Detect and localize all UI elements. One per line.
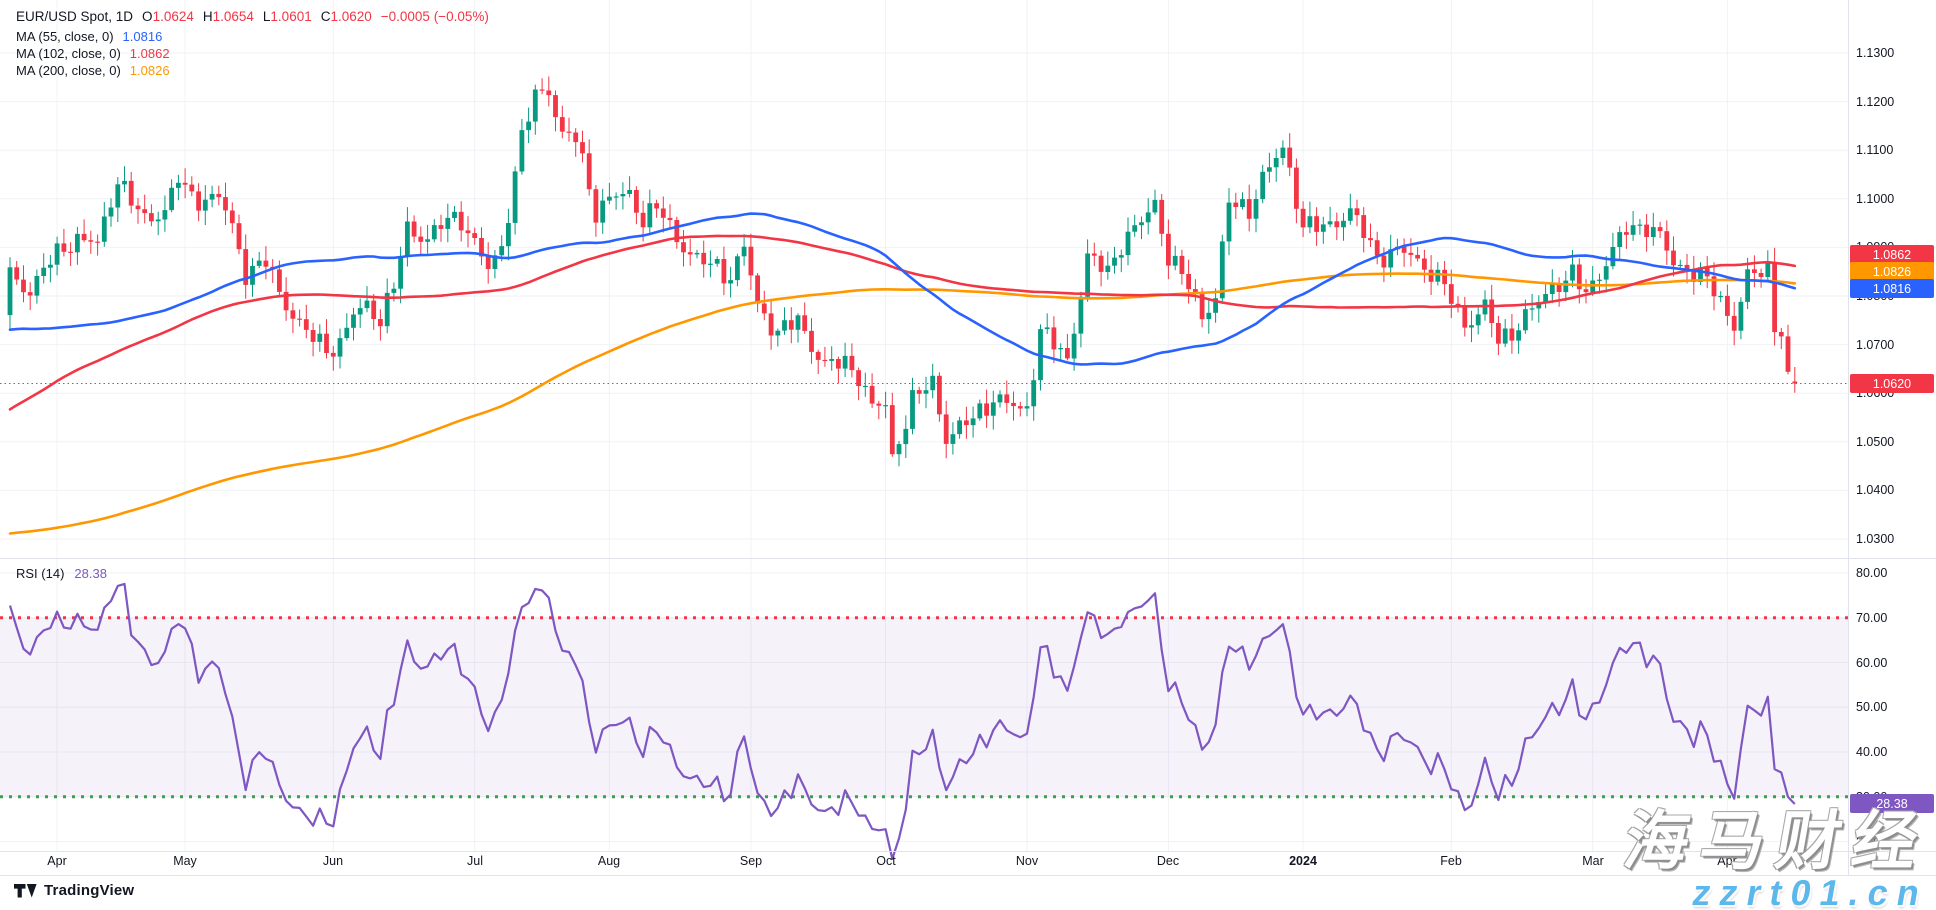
time-tick[interactable]: Aug <box>597 854 621 868</box>
time-tick[interactable]: Apr <box>1717 854 1737 868</box>
down-wicks <box>16 76 1796 459</box>
price-tick[interactable]: 1.0300 <box>1856 532 1895 546</box>
ma-price-badge: 1.0826 <box>1850 262 1934 281</box>
time-tick[interactable]: Dec <box>1156 854 1180 868</box>
rsi-value: 28.38 <box>74 566 107 581</box>
price-tick[interactable]: 1.0500 <box>1856 435 1895 449</box>
watermark-line2: zzrt01.cn <box>1689 872 1932 910</box>
tradingview-icon <box>14 883 37 897</box>
high-value: H1.0654 <box>202 9 254 24</box>
time-tick[interactable]: 2024 <box>1289 854 1317 868</box>
ma-price-badge: 1.0816 <box>1850 279 1934 298</box>
price-tick[interactable]: 1.1200 <box>1856 95 1895 109</box>
rsi-tick[interactable]: 40.00 <box>1856 745 1888 759</box>
rsi-legend[interactable]: RSI (14) 28.38 <box>16 566 107 581</box>
time-tick[interactable]: Sep <box>739 854 763 868</box>
price-tick[interactable]: 1.1100 <box>1856 143 1894 157</box>
time-tick[interactable]: Mar <box>1582 854 1604 868</box>
ma200-legend-row[interactable]: MA (200, close, 0) 1.0826 <box>16 62 489 79</box>
change-value: −0.0005 (−0.05%) <box>380 9 489 24</box>
ma102-legend-row[interactable]: MA (102, close, 0) 1.0862 <box>16 45 489 62</box>
ma-line <box>8 272 1797 535</box>
rsi-tick[interactable]: 60.00 <box>1856 656 1888 670</box>
ma200-value: 1.0826 <box>129 63 170 78</box>
price-tick[interactable]: 1.0700 <box>1856 338 1895 352</box>
price-tick[interactable]: 1.1000 <box>1856 192 1895 206</box>
pane-separator[interactable] <box>0 558 1936 559</box>
time-axis-bottom-border <box>0 875 1936 876</box>
rsi-value-badge: 28.38 <box>1850 794 1934 813</box>
price-tick[interactable]: 1.0400 <box>1856 483 1895 497</box>
rsi-label: RSI (14) <box>16 566 65 581</box>
rsi-tick[interactable]: 50.00 <box>1856 700 1888 714</box>
time-tick[interactable]: Oct <box>876 854 896 868</box>
ma55-label: MA (55, close, 0) <box>16 29 114 44</box>
price-tick[interactable]: 1.1300 <box>1856 46 1895 60</box>
ma102-label: MA (102, close, 0) <box>16 46 121 61</box>
time-tick[interactable]: May <box>173 854 197 868</box>
time-axis-border <box>0 851 1936 852</box>
rsi-line <box>8 582 1796 860</box>
ma200-label: MA (200, close, 0) <box>16 63 121 78</box>
rsi-band-fill <box>0 617 1848 797</box>
ma-line <box>8 212 1797 366</box>
time-tick[interactable]: Jun <box>322 854 344 868</box>
symbol-ohlc-row[interactable]: EUR/USD Spot, 1D O1.0624 H1.0654 L1.0601… <box>16 8 489 25</box>
close-value: C1.0620 <box>320 9 372 24</box>
time-tick[interactable]: Nov <box>1015 854 1039 868</box>
ma102-value: 1.0862 <box>129 46 170 61</box>
tradingview-logo-link[interactable]: TradingView <box>14 882 134 899</box>
watermark-line1: 海马财经 <box>1618 805 1936 877</box>
ma-price-badge: 1.0862 <box>1850 245 1934 264</box>
current-price-badge: 1.0620 <box>1850 374 1934 393</box>
low-value: L1.0601 <box>262 9 312 24</box>
tradingview-logo-text: TradingView <box>44 882 135 899</box>
open-value: O1.0624 <box>142 9 194 24</box>
candle-bodies <box>7 89 1798 455</box>
rsi-tick[interactable]: 80.00 <box>1856 566 1888 580</box>
time-tick[interactable]: Jul <box>467 854 483 868</box>
time-tick[interactable]: Feb <box>1440 854 1462 868</box>
time-tick[interactable]: Apr <box>47 854 67 868</box>
rsi-tick[interactable]: 70.00 <box>1856 611 1888 625</box>
symbol-legend[interactable]: EUR/USD Spot, 1D O1.0624 H1.0654 L1.0601… <box>16 8 489 79</box>
up-wicks <box>9 84 1769 467</box>
symbol-title[interactable]: EUR/USD Spot, 1D <box>16 9 134 24</box>
rsi-tick[interactable]: 20.00 <box>1856 835 1888 849</box>
ma55-legend-row[interactable]: MA (55, close, 0) 1.0816 <box>16 28 489 45</box>
ma55-value: 1.0816 <box>122 29 163 44</box>
price-axis-border[interactable] <box>1848 0 1849 875</box>
